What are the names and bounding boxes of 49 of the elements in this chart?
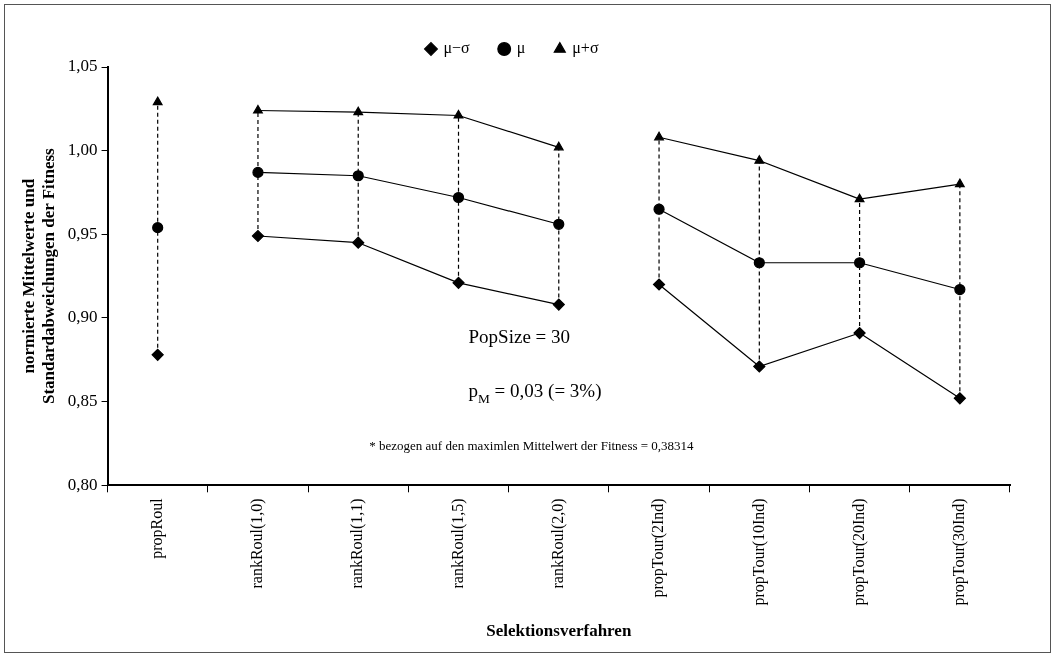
point — [853, 257, 866, 269]
y-tick-label: 0,95 — [67, 223, 98, 243]
point — [152, 222, 164, 234]
legend-label: μ−σ — [443, 39, 471, 58]
y-tick-label: 1,00 — [67, 140, 98, 160]
point — [253, 104, 263, 114]
point — [654, 131, 664, 141]
point — [652, 278, 666, 291]
legend-label: μ+σ — [572, 39, 599, 58]
point — [753, 360, 766, 373]
point — [552, 298, 565, 311]
annotation: PopSize = 30 — [468, 326, 571, 348]
x-tick-label: rankRoul(1,0) — [248, 498, 267, 589]
x-tick-label: propTour(10Ind) — [749, 498, 768, 606]
point — [252, 166, 264, 179]
x-tick-label: rankRoul(2,0) — [548, 498, 567, 589]
point — [452, 191, 465, 204]
x-tick-label: propTour(30Ind) — [950, 498, 969, 606]
x-tick-label: rankRoul(1,5) — [448, 498, 467, 589]
point — [553, 218, 565, 230]
x-axis-title: Selektionsverfahren — [486, 621, 632, 641]
x-tick-label: propTour(2Ind) — [649, 498, 668, 598]
point — [754, 155, 765, 164]
x-tick-label: propRoul — [147, 497, 166, 559]
y-tick-label: 1,05 — [67, 56, 98, 76]
point — [553, 141, 564, 151]
annotation: * bezogen auf den maximlen Mittelwert der Fitness = 0,38314 — [369, 437, 695, 453]
point — [953, 392, 966, 405]
point — [653, 203, 665, 215]
y-tick-label: 0,85 — [67, 391, 98, 411]
point — [452, 276, 465, 289]
point — [753, 257, 765, 269]
y-tick-label: 0,80 — [67, 474, 98, 494]
point — [251, 229, 265, 243]
point — [854, 193, 865, 203]
point — [954, 283, 966, 296]
point — [151, 348, 164, 361]
y-tick-label: 0,90 — [67, 307, 98, 327]
point — [352, 236, 365, 249]
point — [353, 106, 364, 116]
point — [853, 326, 866, 340]
x-tick-label: rankRoul(1,1) — [348, 498, 367, 589]
point — [954, 178, 965, 188]
y-axis-title: normierte Mittelwerte und Standardabweichungen der Fitness — [18, 147, 58, 404]
legend-label: μ — [516, 39, 526, 58]
x-tick-label: propTour(20Ind) — [849, 498, 868, 606]
point — [352, 170, 364, 182]
point — [152, 96, 163, 106]
point — [453, 109, 464, 119]
